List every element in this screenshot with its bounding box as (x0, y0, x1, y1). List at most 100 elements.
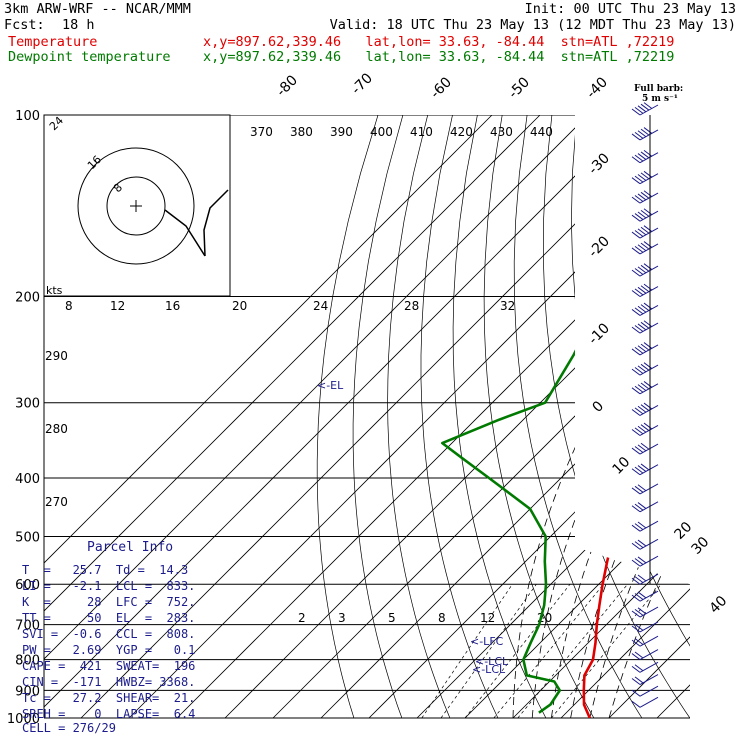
theta-label: 430 (490, 125, 513, 139)
theta-side-label: 270 (45, 495, 68, 509)
pressure-tick-label: 800 (15, 654, 40, 669)
dry-adiabat (352, 115, 404, 718)
isotherm (176, 115, 690, 718)
theta-label: 420 (450, 125, 473, 139)
isotherm (44, 115, 637, 718)
hodograph-speed-label: 28 (404, 299, 419, 313)
parcel-row: CIN = -171 HWBZ= 3368. (22, 675, 196, 689)
hodograph-speed-label: 12 (110, 299, 125, 313)
hodograph-speed-label: 24 (313, 299, 328, 313)
wind-barb (631, 170, 659, 185)
wind-barb (631, 621, 659, 633)
theta-label: 440 (530, 125, 553, 139)
wind-barb (631, 538, 659, 550)
isotherm (464, 115, 690, 718)
isotherm-label: -70 (349, 70, 376, 97)
moist-adiabat (608, 296, 690, 718)
pressure-tick-label: 500 (15, 530, 40, 545)
hodograph-trace (203, 189, 229, 257)
theta-label: 370 (250, 125, 273, 139)
barb-legend-line1: Full barb: (634, 84, 684, 94)
pressure-tick-label: 900 (15, 684, 40, 699)
dry-adiabat (598, 115, 690, 718)
isotherm-label: -50 (506, 74, 533, 101)
mixing-ratio-line (551, 584, 662, 718)
mixing-ratio-line (493, 584, 604, 718)
isotherm (705, 115, 740, 718)
pressure-tick-label: 100 (15, 109, 40, 124)
dry-adiabat (483, 115, 595, 718)
mixing-ratio-label: 5 (388, 611, 396, 625)
isotherm (224, 115, 690, 718)
theta-side-label: 280 (45, 422, 68, 436)
valid-time: Valid: 18 UTC Thu 23 May 13 (12 MDT Thu … (329, 17, 736, 33)
parcel-level-annotation: <-LFC (470, 635, 504, 648)
hodograph-ring (106, 176, 166, 236)
theta-label: 410 (410, 125, 433, 139)
wind-barb (631, 520, 659, 532)
wind-barb (631, 402, 659, 416)
wind-barb (631, 555, 659, 567)
isotherm-label: 20 (672, 519, 696, 543)
parcel-level-annotation: <-EL (317, 379, 344, 392)
pressure-tick-label: 200 (15, 291, 40, 306)
temperature-line (582, 115, 690, 718)
wind-barb (631, 149, 659, 164)
wind-barb (631, 442, 659, 455)
wind-barb (631, 685, 659, 697)
dry-adiabat (624, 115, 690, 718)
hodograph-units: kts (46, 284, 63, 297)
wind-barb (631, 696, 659, 708)
isotherm (416, 115, 690, 718)
parcel-row: TT = 50 EL = 283. (22, 611, 196, 625)
wind-barb (631, 190, 659, 204)
isotherm (512, 115, 690, 718)
parcel-level-annotation: <-LCL (472, 663, 506, 676)
wind-barb (631, 674, 659, 685)
parcel-row: CAPE = 421 SWEAT= 196 (22, 659, 196, 673)
wind-barb (631, 661, 659, 673)
legend-temperature-info: x,y=897.62,339.46 lat,lon= 33.63, -84.44… (203, 34, 675, 50)
isotherm (44, 115, 541, 718)
theta-label: 390 (330, 125, 353, 139)
wind-barb (631, 302, 659, 316)
mixing-ratio-line (517, 584, 628, 718)
wind-barb (631, 225, 659, 239)
wind-barb (631, 102, 659, 116)
wind-barb (631, 573, 659, 585)
isotherm (608, 115, 690, 718)
dry-adiabat (650, 115, 690, 718)
dry-adiabat (701, 115, 740, 718)
wind-barb (631, 590, 659, 602)
dry-adiabat (420, 115, 499, 718)
forecast-hour: 18 h (62, 17, 95, 33)
wind-barb (631, 241, 659, 255)
isotherm-label: -20 (586, 233, 613, 260)
model-title: 3km ARW-WRF -- NCAR/MMM (4, 1, 191, 17)
parcel-row: Tc = 27.2 SHEAR= 21. (22, 691, 196, 705)
isotherm-label: 0 (590, 398, 608, 416)
dry-adiabat (452, 115, 547, 718)
pressure-tick-label: 600 (15, 578, 40, 593)
wind-barb (631, 362, 659, 376)
wind-barb (631, 649, 659, 661)
isotherm-label: 10 (610, 454, 634, 478)
pressure-tick-label: 700 (15, 619, 40, 634)
hodograph-speed-label: 8 (65, 299, 73, 313)
wind-barb (631, 606, 659, 618)
pressure-tick-label: 1000 (7, 712, 40, 727)
isotherm (44, 115, 589, 718)
isotherm-label: -40 (584, 74, 611, 101)
isotherm-label: -60 (428, 74, 455, 101)
parcel-level-annotation: <-LCL (475, 655, 509, 668)
parcel-row: PW = 2.69 YGP = 0.1 (22, 643, 196, 657)
wind-barb (631, 342, 659, 356)
legend-dewpoint-label: Dewpoint temperature (8, 49, 171, 65)
isotherm-label: 30 (689, 534, 713, 558)
parcel-row: CELL = 276/29 (22, 721, 116, 735)
mixing-ratio-line (421, 584, 513, 718)
wind-barb (631, 635, 659, 647)
dry-adiabat (513, 115, 643, 718)
hodograph-speed-label: 16 (165, 299, 180, 313)
